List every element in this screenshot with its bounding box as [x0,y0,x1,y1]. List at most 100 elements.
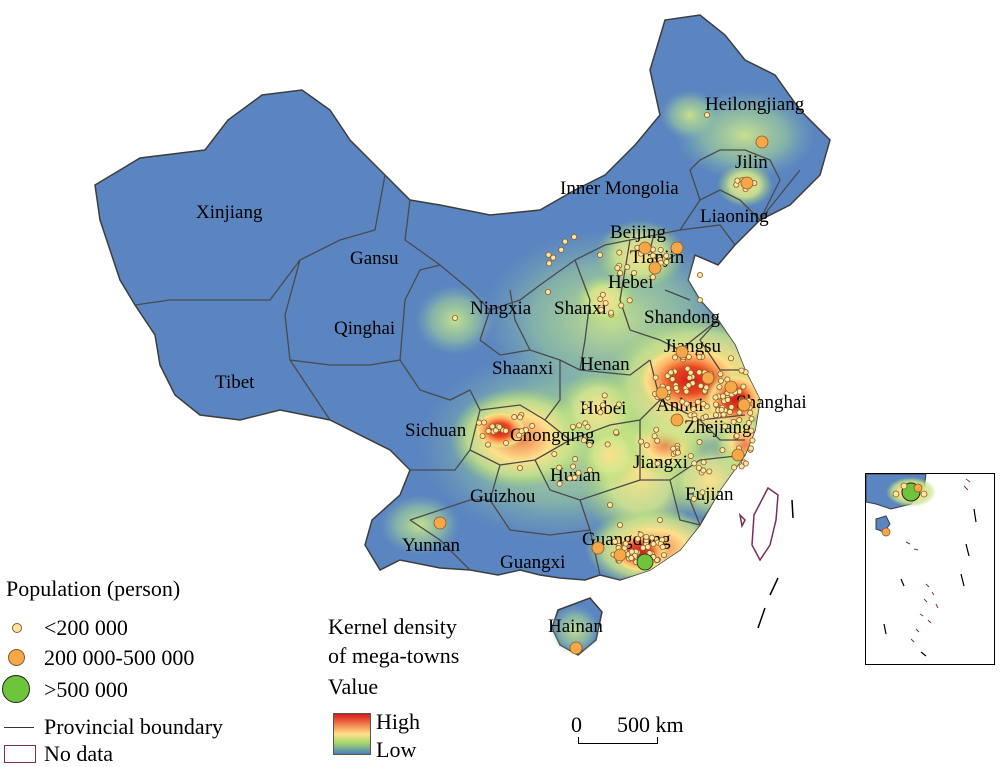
mega-town-small [700,459,707,466]
mega-town-small [696,439,703,446]
mega-town-small [644,543,651,550]
label-inner-mongolia: Inner Mongolia [560,178,679,199]
mega-town-large [636,553,654,571]
mega-town-small [747,445,754,452]
legend-kernel-high: High [376,709,420,734]
mega-town-small [717,371,724,378]
mega-town-small [618,302,625,309]
mega-town-small [485,428,492,435]
province-labels: Xinjiang Tibet Qinghai Gansu Inner Mongo… [196,94,807,637]
legend-no-data-label: No data [44,741,114,766]
mega-town-small [703,384,710,391]
mega-town-small [717,377,724,384]
mega-town-small [699,489,706,496]
label-guizhou: Guizhou [470,486,536,507]
label-shanghai: Shanghai [736,392,807,413]
mega-town-small [697,296,704,303]
mega-town-small [696,353,703,360]
mega-town-small [613,429,620,436]
legend-no-data-box [4,745,36,763]
mega-town-medium [675,345,689,359]
mega-town-small [576,422,583,429]
mega-town-small [550,254,557,261]
mega-town-small [643,442,650,449]
scale-bar-end: 500 km [617,712,684,737]
legend-medium-dot [8,649,25,666]
mega-town-small [696,369,703,376]
mega-town-small [683,388,690,395]
scale-bar-start: 0 [571,712,582,737]
mega-town-small [685,353,692,360]
legend-medium-label: 200 000-500 000 [44,645,195,670]
mega-town-small [551,450,558,457]
mega-town-small [663,259,670,266]
legend-kernel-title-1: Kernel density [328,614,457,639]
mega-town-small [626,297,633,304]
mega-town-medium [737,398,751,412]
label-liaoning: Liaoning [700,206,769,227]
mega-town-small [587,466,594,473]
legend-kernel-title-3: Value [328,674,379,699]
mega-town-small [575,469,582,476]
mega-town-small [667,369,674,376]
mega-town-small [694,398,701,405]
label-jiangsu: Jiangsu [664,336,722,357]
mega-town-small [608,309,615,316]
mega-town-medium [648,261,662,275]
mega-town-small [476,419,483,426]
mega-town-small [597,296,604,303]
mega-town-medium [655,386,669,400]
scale-bar-tick-right [657,737,658,744]
mega-town-small [558,246,565,253]
mega-town-small [599,291,606,298]
mega-town-small [598,306,605,313]
mega-town-small [719,447,726,454]
mega-town-medium [591,541,605,555]
mega-town-small [697,271,704,278]
mega-town-small [631,269,638,276]
mega-town-small [706,468,713,475]
mega-town-small [657,517,664,524]
legend-kernel-ramp [333,713,371,755]
mega-town-small [659,544,666,551]
mega-town-small [736,417,743,424]
mega-town-medium [740,176,754,190]
label-henan: Henan [580,354,630,375]
mega-town-small [749,437,756,444]
mega-town-small [556,480,563,487]
label-beijing: Beijing [610,222,666,243]
mega-town-small [571,233,578,240]
scale-bar-tick-left [578,737,579,744]
mega-town-small [584,423,591,430]
mega-town-small [726,409,733,416]
mega-town-small [607,501,614,508]
mega-town-small [695,464,702,471]
mega-town-small [582,403,589,410]
mega-town-small [599,402,606,409]
mega-town-small [724,396,731,403]
label-fujian: Fujian [685,484,734,505]
mega-town-small [651,433,658,440]
mega-town-small [731,464,738,471]
label-hebei: Hebei [608,272,653,293]
no-data-areas [738,486,779,562]
legend-population-title: Population (person) [6,576,181,601]
mega-town-medium [638,241,652,255]
label-chongqing: Chongqing [510,425,595,446]
mega-town-medium [731,448,745,462]
label-hubei: Hubei [580,398,626,419]
inset-map [866,474,977,657]
mega-town-small [712,412,719,419]
mega-town-small [690,495,697,502]
mega-town-small [496,424,503,431]
mega-town-small [517,464,524,471]
mega-town-small [690,406,697,413]
label-guangxi: Guangxi [500,552,565,573]
mega-town-small [479,433,486,440]
mega-town-small [742,460,749,467]
legend-kernel-low: Low [376,737,417,762]
mega-town-medium [724,380,738,394]
mega-town-small [451,314,458,321]
mega-town-small [648,534,655,541]
